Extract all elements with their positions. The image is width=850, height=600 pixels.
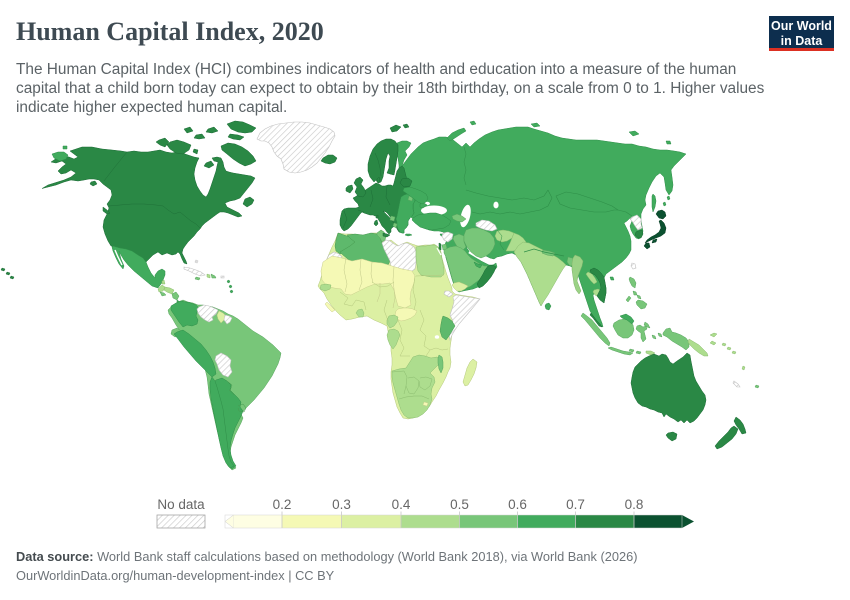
svg-text:0.7: 0.7 [566,497,585,512]
svg-text:0.8: 0.8 [625,497,644,512]
svg-text:0.4: 0.4 [392,497,411,512]
svg-text:0.2: 0.2 [273,497,292,512]
svg-text:0.5: 0.5 [450,497,469,512]
svg-text:0.6: 0.6 [508,497,527,512]
svg-text:0.3: 0.3 [332,497,351,512]
svg-text:No data: No data [157,497,205,512]
